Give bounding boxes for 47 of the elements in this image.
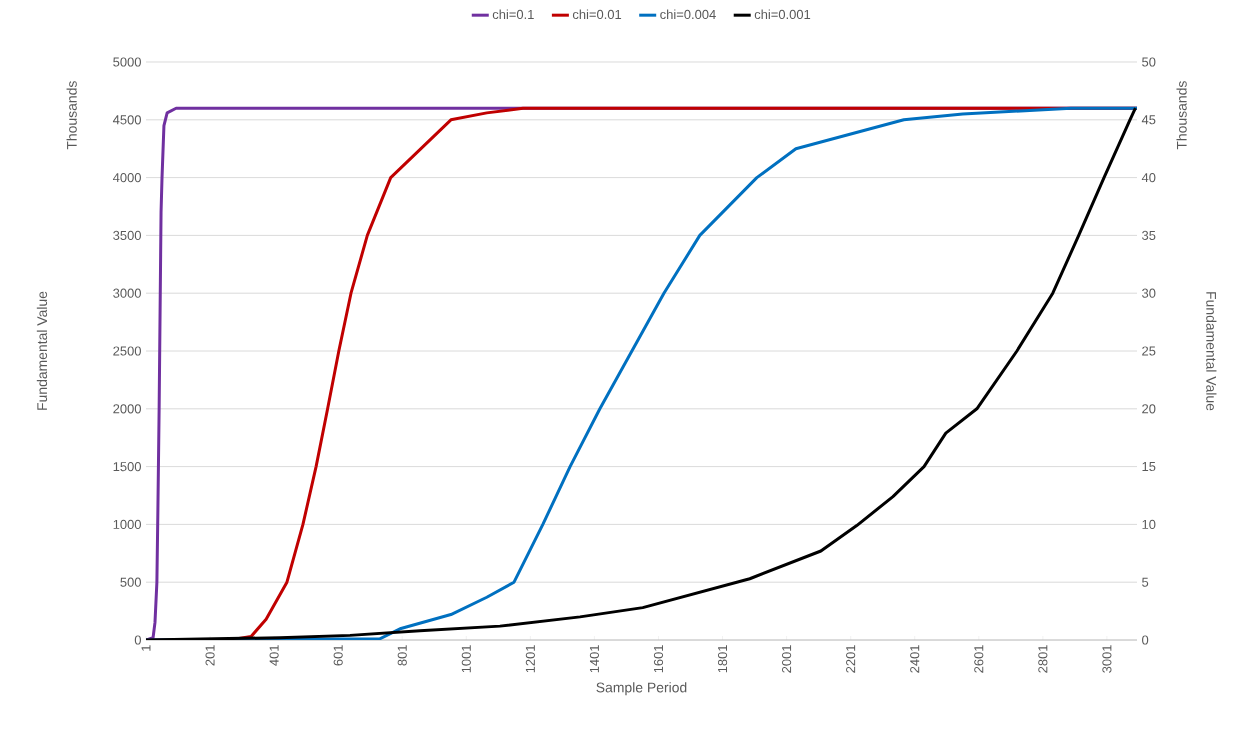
y2-tick-label: 50 [1142, 57, 1156, 67]
y-tick-label: 500 [120, 577, 141, 587]
y2-tick-label: 35 [1142, 230, 1156, 240]
x-tick-label: 2801 [1038, 645, 1048, 673]
x-tick-label: 401 [269, 645, 279, 666]
y2-tick-label: 15 [1142, 462, 1156, 472]
x-tick-label: 2201 [846, 645, 856, 673]
y-tick-label: 4000 [112, 173, 141, 183]
y-tick-label: 4500 [112, 115, 141, 125]
y-tick-label: 5000 [113, 57, 141, 67]
text: Thousands [1176, 81, 1187, 150]
legend-label: chi=0.001 [754, 9, 811, 20]
y-axis-title: Fundamental Value [36, 291, 48, 410]
x-axis-title: Sample Period [596, 682, 687, 696]
y-tick-label: 1500 [113, 462, 141, 472]
x-tick-label: 1201 [525, 645, 535, 673]
y-tick-label: 0 [134, 635, 141, 645]
y2-tick-label: 30 [1142, 288, 1156, 298]
y2-axis-title: Fundamental Value [1206, 292, 1217, 411]
y2-tick-label: 10 [1142, 519, 1156, 529]
y-tick-label: 1000 [113, 519, 141, 529]
y2-tick-label: 5 [1142, 577, 1149, 587]
y-tick-label: 3000 [113, 288, 141, 298]
x-tick-label: 801 [397, 645, 407, 666]
x-tick-label: 601 [333, 645, 343, 666]
text: Thousands [66, 81, 77, 150]
y-tick-label: 2500 [113, 346, 141, 356]
x-tick-label: 3001 [1102, 645, 1112, 673]
legend-label: chi=0.004 [660, 9, 716, 20]
x-tick-label: 2601 [974, 645, 984, 673]
y2-tick-label: 40 [1141, 173, 1156, 183]
legend-label: chi=0.01 [572, 9, 622, 20]
y-tick-label: 2000 [113, 404, 141, 414]
legend-label: chi=0.1 [492, 9, 534, 20]
x-tick-label: 1801 [717, 645, 728, 673]
y-tick-label: 3500 [113, 230, 141, 240]
x-tick-label: 1601 [653, 645, 664, 673]
x-tick-label: 2001 [782, 645, 792, 673]
y2-tick-label: 20 [1142, 404, 1156, 414]
y2-tick-label: 25 [1142, 346, 1156, 356]
x-tick-label: 201 [205, 645, 215, 666]
x-tick-label: 1001 [461, 645, 471, 673]
x-tick-label: 1 [141, 645, 151, 651]
y2-tick-label: 0 [1142, 635, 1149, 645]
y2-tick-label: 45 [1141, 115, 1156, 125]
x-tick-label: 1401 [589, 645, 600, 673]
x-tick-label: 2401 [910, 645, 920, 673]
